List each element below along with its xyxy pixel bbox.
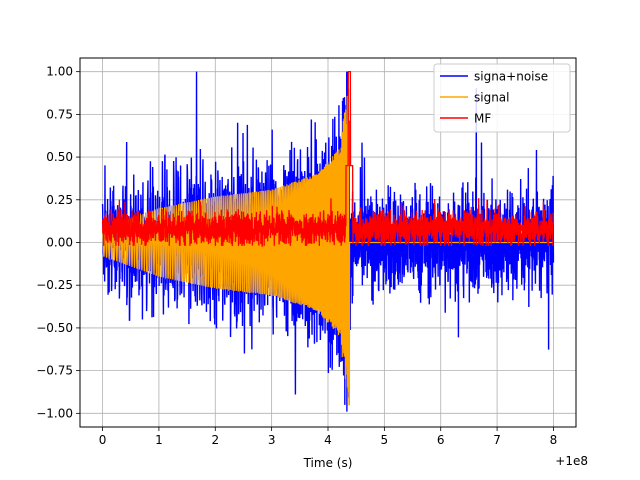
y-tick-label: 0.00 bbox=[46, 236, 73, 250]
x-tick-label: 1 bbox=[155, 433, 163, 447]
legend-label: signal bbox=[474, 91, 510, 105]
y-tick-label: −0.25 bbox=[36, 278, 73, 292]
series-line-mf bbox=[101, 71, 555, 247]
x-offset-label: +1e8 bbox=[555, 454, 588, 468]
plot-area bbox=[101, 71, 555, 412]
y-tick-label: −0.75 bbox=[36, 364, 73, 378]
x-tick-label: 4 bbox=[324, 433, 332, 447]
x-tick-label: 8 bbox=[550, 433, 558, 447]
x-axis-label: Time (s) bbox=[303, 456, 353, 470]
x-tick-label: 2 bbox=[211, 433, 219, 447]
y-tick-label: 0.50 bbox=[46, 150, 73, 164]
y-tick-label: 0.25 bbox=[46, 193, 73, 207]
legend: signa+noise signal MF bbox=[433, 63, 571, 133]
x-axis: 0 1 2 3 4 5 6 7 8 bbox=[99, 427, 558, 447]
legend-label: signa+noise bbox=[474, 70, 548, 84]
y-tick-label: −0.50 bbox=[36, 321, 73, 335]
x-tick-label: 5 bbox=[381, 433, 389, 447]
y-axis: −1.00 −0.75 −0.50 −0.25 0.00 0.25 0.50 0.75 1.00 bbox=[36, 65, 80, 420]
y-tick-label: −1.00 bbox=[36, 406, 73, 420]
x-tick-label: 7 bbox=[493, 433, 501, 447]
x-tick-label: 0 bbox=[99, 433, 107, 447]
y-tick-label: 1.00 bbox=[46, 65, 73, 79]
x-tick-label: 3 bbox=[268, 433, 276, 447]
legend-box bbox=[433, 63, 571, 133]
x-tick-label: 6 bbox=[437, 433, 445, 447]
legend-label: MF bbox=[474, 112, 491, 126]
y-tick-label: 0.75 bbox=[46, 107, 73, 121]
